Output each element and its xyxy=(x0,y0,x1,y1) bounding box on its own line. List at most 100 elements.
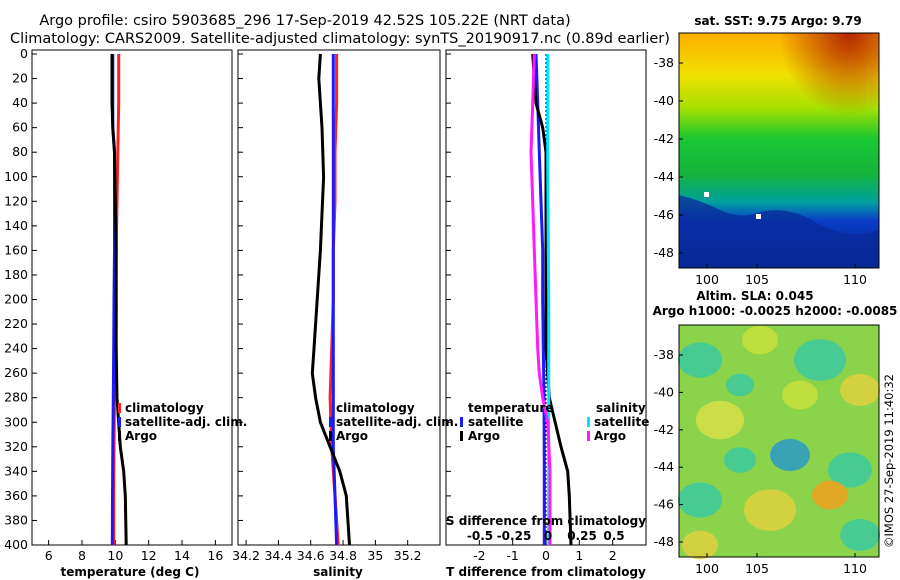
depth-tick-label: 260 xyxy=(4,365,28,380)
s-tick-pos-quarter: 0.25 xyxy=(567,529,597,543)
sla-blob xyxy=(828,452,872,488)
depth-tick-label: 40 xyxy=(12,95,28,110)
diff-sal-argo-swatch xyxy=(587,431,590,441)
depth-tick-label: 240 xyxy=(4,341,28,356)
x-tick-label: 35 xyxy=(367,548,383,563)
sla-blob xyxy=(840,519,880,551)
sst-map xyxy=(678,32,880,269)
legend-satellite-label: satellite-adj. clim. xyxy=(125,415,247,429)
depth-tick-label: 160 xyxy=(4,242,28,257)
lat-tick-label: -42 xyxy=(654,131,674,146)
diff-temp-satellite-swatch xyxy=(460,417,463,427)
series-salinity-argo xyxy=(529,53,552,545)
legend-satellite-swatch xyxy=(118,417,121,427)
lon-tick-label: 110 xyxy=(843,272,867,287)
legend-argo-swatch xyxy=(118,431,121,441)
sal-legend-argo-swatch xyxy=(329,431,332,441)
depth-tick-label: 280 xyxy=(4,390,28,405)
sst-marker-1 xyxy=(704,192,709,197)
lat-tick-label: -44 xyxy=(654,169,674,184)
depth-tick-label: 340 xyxy=(4,463,28,478)
diff-temp-argo-swatch xyxy=(460,431,463,441)
salinity-legend: climatology satellite-adj. clim. Argo xyxy=(329,401,458,443)
sla-blob xyxy=(782,380,818,410)
salinity-axis-label: salinity xyxy=(313,565,363,579)
temperature-panel-frame xyxy=(31,49,233,546)
series-temperature-argo xyxy=(531,53,573,546)
diff-temp-satellite-label: satellite xyxy=(468,415,523,429)
sal-legend-satellite-swatch xyxy=(329,417,332,427)
depth-tick-label: 380 xyxy=(4,512,28,527)
x-tick-label: 6 xyxy=(45,548,53,563)
sla-blob xyxy=(794,339,846,381)
sal-legend-argo-label: Argo xyxy=(336,429,368,443)
x-tick-label: 0 xyxy=(542,548,550,563)
x-tick-label: 1 xyxy=(575,548,583,563)
depth-tick-label: 140 xyxy=(4,218,28,233)
depth-axis: 0 20 40 60 80 100 120 140 160 180 200 220 240 260 280 3… xyxy=(4,46,451,552)
x-tick-label: 34.2 xyxy=(232,548,260,563)
series-satellite-adj-clim- xyxy=(331,54,339,546)
legend-argo-label: Argo xyxy=(125,429,157,443)
salinity-chart: 34.2 34.4 34.6 34.8 35 35.2 xyxy=(232,53,422,563)
s-tick-zero: 0 xyxy=(544,529,552,543)
t-difference-axis-label: T difference from climatology xyxy=(446,565,646,579)
depth-tick-label: 100 xyxy=(4,169,28,184)
x-tick-label: -2 xyxy=(473,548,485,563)
sal-legend-satellite-label: satellite-adj. clim. xyxy=(336,415,458,429)
lat-tick-label: -38 xyxy=(654,347,674,362)
s-tick-neg-quarter: -0.25 xyxy=(497,529,532,543)
lat-tick-label: -44 xyxy=(654,459,674,474)
sla-blob xyxy=(770,439,810,471)
series-argo xyxy=(310,53,351,546)
temperature-legend: climatology satellite-adj. clim. Argo xyxy=(118,401,247,443)
sla-blob xyxy=(812,480,848,510)
x-tick-label: 14 xyxy=(174,548,190,563)
series-temperature-satellite xyxy=(534,53,546,545)
lon-tick-label: 100 xyxy=(695,272,719,287)
title-line-1: Argo profile: csiro 5903685_296 17-Sep-2… xyxy=(39,13,570,29)
diff-sal-satellite-swatch xyxy=(587,417,590,427)
depth-tick-label: 200 xyxy=(4,292,28,307)
sla-blob xyxy=(840,374,880,406)
sst-axes: -38 -40 -42 -44 -46 -48 100 105 110 xyxy=(654,55,867,287)
sla-blob xyxy=(744,489,796,531)
depth-tick-label: 60 xyxy=(12,120,28,135)
salinity-panel-frame xyxy=(237,49,441,546)
lon-tick-label: 110 xyxy=(843,561,867,576)
legend-climatology-swatch xyxy=(118,403,121,413)
diff-temperature-title: temperature xyxy=(468,401,553,415)
sal-legend-climatology-label: climatology xyxy=(336,401,415,415)
depth-tick-label: 80 xyxy=(12,144,28,159)
x-tick-label: 35.2 xyxy=(394,548,422,563)
depth-tick-label: 360 xyxy=(4,488,28,503)
sal-legend-climatology-swatch xyxy=(329,403,332,413)
x-tick-label: 34.8 xyxy=(329,548,357,563)
x-tick-label: 8 xyxy=(78,548,86,563)
sst-marker-2 xyxy=(756,214,761,219)
sla-blob xyxy=(678,482,722,518)
legend-climatology-label: climatology xyxy=(125,401,204,415)
temperature-axis-label: temperature (deg C) xyxy=(61,565,200,579)
sla-title-line-1: Altim. SLA: 0.045 xyxy=(696,289,813,303)
sst-cold-water xyxy=(679,195,879,268)
series-argo xyxy=(110,54,128,546)
lat-tick-label: -38 xyxy=(654,55,674,70)
x-tick-label: 16 xyxy=(207,548,223,563)
depth-tick-label: 220 xyxy=(4,316,28,331)
sla-blob xyxy=(724,447,756,473)
sla-map-frame xyxy=(678,324,880,558)
depth-tick-label: 20 xyxy=(12,71,28,86)
x-tick-label: 34.4 xyxy=(264,548,292,563)
sla-blob xyxy=(682,530,718,560)
diff-temp-argo-label: Argo xyxy=(468,429,500,443)
depth-tick-label: 300 xyxy=(4,414,28,429)
s-tick-pos-half: 0.5 xyxy=(603,529,624,543)
lat-tick-label: -46 xyxy=(654,497,674,512)
lat-tick-label: -40 xyxy=(654,384,674,399)
sst-title: sat. SST: 9.75 Argo: 9.79 xyxy=(694,14,861,28)
lon-tick-label: 100 xyxy=(695,561,719,576)
depth-tick-label: 180 xyxy=(4,267,28,282)
lat-tick-label: -48 xyxy=(654,534,674,549)
lat-tick-label: -46 xyxy=(654,207,674,222)
